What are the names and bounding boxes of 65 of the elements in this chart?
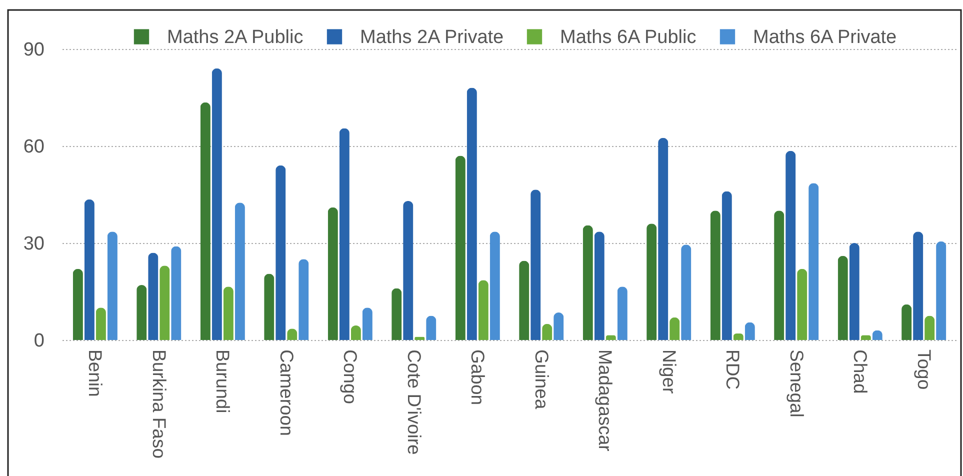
x-tick-label: Cameroon bbox=[276, 350, 298, 436]
x-tick-label: Congo bbox=[340, 350, 362, 404]
x-tick-label: Burundi bbox=[212, 350, 234, 414]
bar bbox=[617, 286, 628, 340]
bar bbox=[530, 190, 541, 340]
x-tick-label: Togo bbox=[914, 350, 935, 390]
bar bbox=[84, 199, 94, 340]
bar bbox=[107, 232, 118, 340]
y-tick-label: 30 bbox=[23, 234, 44, 254]
bar bbox=[298, 259, 309, 340]
bar bbox=[786, 150, 796, 340]
bar bbox=[160, 266, 170, 340]
x-tick-label: Benin bbox=[85, 350, 106, 397]
bar bbox=[339, 128, 350, 340]
x-tick-label: Guinea bbox=[531, 350, 552, 410]
bar bbox=[838, 256, 848, 340]
bar bbox=[722, 191, 732, 340]
bar bbox=[264, 274, 274, 340]
x-tick-label: Gabon bbox=[468, 350, 489, 406]
bar bbox=[136, 285, 147, 340]
x-tick-label: Chad bbox=[850, 350, 872, 394]
bar bbox=[797, 268, 808, 340]
x-tick-label: Senegal bbox=[786, 350, 808, 418]
y-tick-label: 90 bbox=[23, 40, 44, 60]
bar bbox=[849, 243, 860, 340]
bar bbox=[223, 286, 234, 340]
bar bbox=[148, 252, 158, 340]
bar bbox=[276, 165, 286, 340]
bar bbox=[466, 88, 477, 340]
bar bbox=[96, 308, 106, 340]
bar bbox=[582, 225, 593, 340]
bar bbox=[519, 260, 530, 340]
x-tick-label: Madagascar bbox=[595, 350, 616, 452]
bar bbox=[212, 68, 222, 340]
bar bbox=[774, 210, 784, 340]
bar bbox=[658, 138, 668, 340]
bar bbox=[594, 232, 604, 340]
legend-label: Maths 6A Private bbox=[753, 26, 897, 48]
bar bbox=[490, 232, 500, 340]
legend-label: Maths 6A Public bbox=[560, 26, 696, 48]
bar bbox=[362, 308, 372, 340]
x-tick-label: Cote D'ivoire bbox=[404, 350, 425, 455]
bar bbox=[234, 202, 245, 340]
legend-label: Maths 2A Public bbox=[167, 26, 304, 48]
legend-label: Maths 2A Private bbox=[360, 26, 504, 48]
bar bbox=[681, 244, 692, 340]
bar bbox=[478, 280, 488, 340]
bar bbox=[403, 200, 414, 340]
bar bbox=[72, 268, 83, 340]
bar bbox=[913, 232, 924, 340]
x-tick-label: Burkina Faso bbox=[148, 350, 170, 458]
bar bbox=[171, 246, 182, 340]
y-tick-label: 60 bbox=[23, 136, 44, 158]
bar bbox=[392, 288, 402, 340]
bar bbox=[455, 156, 466, 340]
bar bbox=[710, 210, 720, 340]
bar bbox=[808, 183, 819, 340]
x-tick-label: Niger bbox=[658, 350, 680, 394]
bar bbox=[646, 224, 657, 340]
y-tick-label: 0 bbox=[34, 330, 44, 352]
bar bbox=[328, 207, 338, 340]
bar bbox=[200, 102, 210, 340]
x-tick-label: RDC bbox=[722, 350, 744, 390]
bar bbox=[902, 304, 912, 340]
bar bbox=[936, 241, 946, 340]
